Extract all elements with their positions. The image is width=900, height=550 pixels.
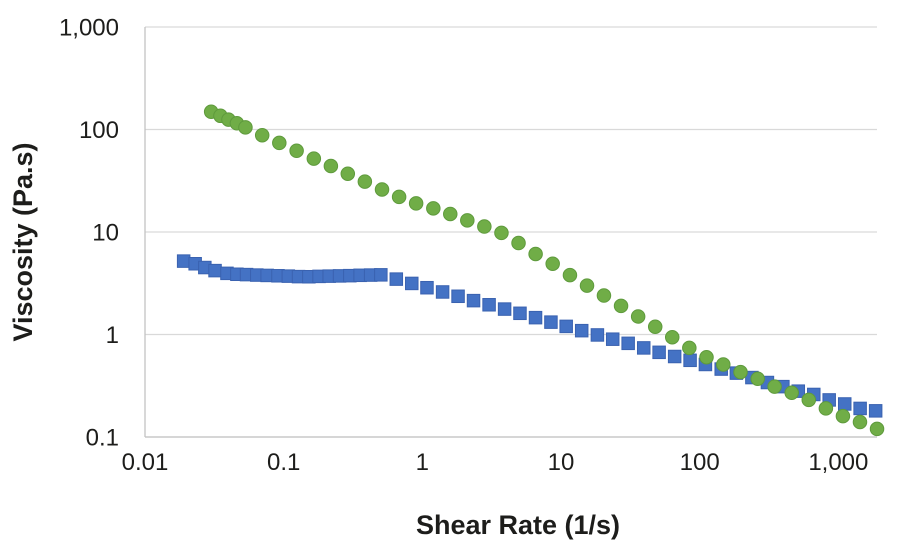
blue-square-point (451, 289, 465, 304)
blue-square-point (420, 280, 434, 295)
y-tick-label: 10 (92, 220, 119, 247)
x-tick-label: 10 (548, 449, 575, 476)
blue-square-point (544, 315, 558, 329)
blue-square-point (574, 323, 589, 338)
blue-square-point (513, 306, 527, 321)
blue-square-point (559, 319, 573, 334)
green-circle-point (323, 158, 339, 174)
green-circle-point (306, 151, 322, 166)
green-circle-point (647, 319, 663, 335)
y-axis-tick-labels: 1,000 100 10 1 0.1 (59, 15, 119, 452)
green-circle-point (596, 288, 612, 303)
green-circle-point (682, 340, 697, 356)
blue-square-point (466, 293, 481, 308)
x-tick-label: 0.01 (122, 449, 169, 476)
y-tick-label: 1 (106, 322, 119, 349)
data-series (176, 104, 885, 437)
green-circle-point (664, 330, 680, 345)
blue-square-point (868, 404, 883, 418)
green-circle-point (357, 174, 373, 189)
green-circle-point (852, 414, 868, 430)
green-circle-point (443, 206, 458, 222)
blue-square-point (389, 272, 404, 286)
green-circle-point (340, 166, 356, 182)
green-circle-point (733, 364, 748, 380)
green-circle-point (579, 278, 595, 293)
green-circle-point (630, 309, 646, 324)
blue-square-point (176, 254, 191, 268)
green-circle-point (528, 246, 543, 262)
y-tick-label: 1,000 (59, 15, 119, 42)
green-circle-point (374, 182, 390, 197)
blue-square-point (405, 276, 419, 291)
blue-square-point (853, 401, 867, 416)
y-tick-label: 100 (79, 117, 119, 144)
blue-square-point (435, 285, 450, 299)
x-tick-label: 1 (416, 449, 429, 476)
y-tick-label: 0.1 (86, 425, 119, 452)
blue-square-point (528, 310, 543, 325)
green-circle-point (460, 213, 475, 228)
y-axis-title: Viscosity (Pa.s) (8, 142, 38, 341)
green-circle-point (750, 371, 765, 387)
blue-square-point (374, 268, 388, 282)
green-circle-point (426, 201, 441, 216)
green-circle-point (494, 225, 509, 241)
green-circle-point (238, 120, 253, 135)
green-circle-point (818, 401, 834, 416)
green-circle-point (869, 421, 885, 437)
x-axis-tick-labels: 0.01 0.1 1 10 100 1,000 (122, 449, 869, 476)
green-circle-point (767, 379, 782, 394)
green-circle-point (545, 256, 560, 272)
blue-square-point (208, 263, 222, 278)
axis-lines (144, 27, 877, 438)
blue-square-point (482, 298, 496, 312)
gridlines (145, 26, 877, 438)
green-circle-point (477, 219, 492, 234)
blue-square-point (683, 353, 697, 368)
blue-square-point (621, 336, 635, 351)
x-tick-label: 100 (680, 449, 720, 476)
green-circle-point (391, 189, 407, 205)
green-circle-point (562, 267, 578, 283)
x-tick-label: 1,000 (808, 449, 868, 476)
green-circle-point (716, 357, 731, 372)
green-circle-point (408, 196, 424, 211)
blue-square-point (636, 341, 651, 355)
green-circle-point (835, 408, 851, 424)
x-tick-label: 0.1 (267, 449, 300, 476)
green-circle-point (511, 235, 526, 251)
blue-square-point (590, 328, 605, 342)
green-circle-point (254, 127, 270, 143)
green-circle-point (272, 135, 287, 151)
green-circle-point (613, 298, 629, 314)
green-circle-point (784, 385, 799, 401)
blue-square-point (837, 397, 852, 411)
green-circle-point (289, 143, 304, 159)
series-green-circles-sample (203, 104, 885, 437)
green-circle-point (699, 349, 714, 365)
green-circle-point (801, 392, 817, 408)
blue-square-point (652, 345, 666, 360)
x-axis-title: Shear Rate (1/s) (416, 510, 620, 540)
blue-square-point (497, 302, 512, 316)
blue-square-point (667, 349, 682, 364)
blue-square-point (605, 332, 620, 346)
